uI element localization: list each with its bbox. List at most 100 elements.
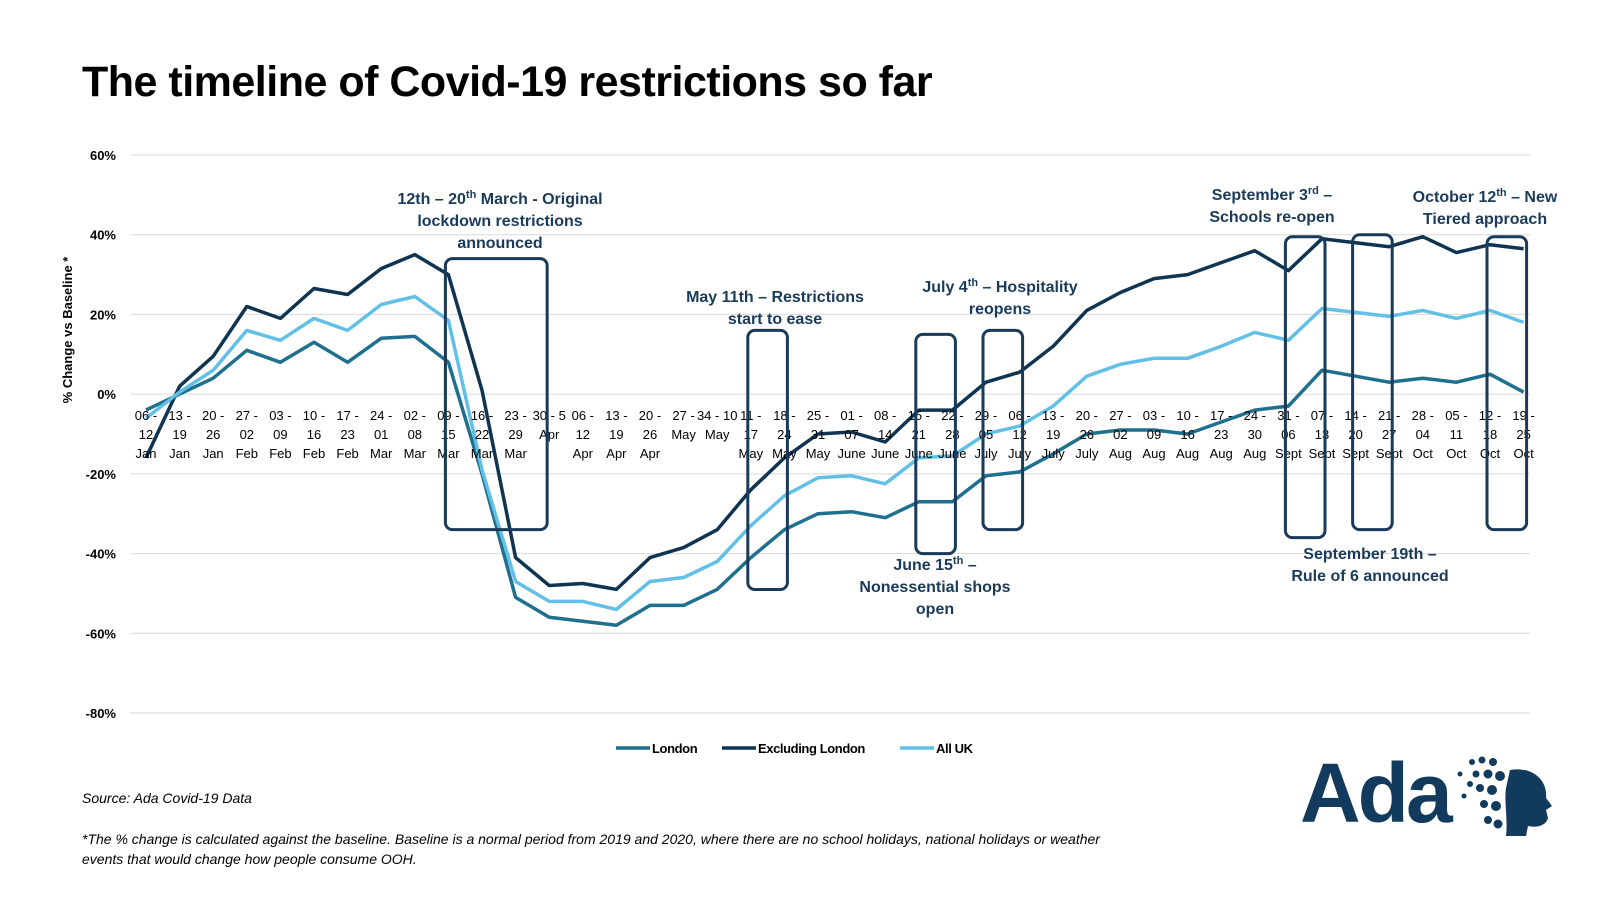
x-tick-label: Mar (504, 446, 527, 461)
x-tick-label: 17 - (336, 408, 358, 423)
x-tick-label: 26 (1080, 427, 1094, 442)
x-tick-label: 05 (979, 427, 993, 442)
annotation-label-lockdown: lockdown restrictions (417, 213, 582, 230)
annotation-box-schools (1283, 235, 1327, 540)
x-tick-label: 01 - (840, 408, 862, 423)
annotation-label-tiered: October 12th – New (1413, 187, 1558, 206)
x-tick-label: 12 (576, 427, 590, 442)
ada-logo: Ada (1300, 748, 1560, 838)
x-tick-label: Mar (471, 446, 494, 461)
x-tick-label: Aug (1210, 446, 1233, 461)
x-tick-label: 26 (206, 427, 220, 442)
x-tick-label: July (1075, 446, 1099, 461)
x-tick-label: 27 (1382, 427, 1396, 442)
x-tick-label: May (671, 427, 696, 442)
y-tick-label: 0% (97, 387, 116, 402)
annotation-label-ease: start to ease (728, 311, 822, 328)
x-tick-label: Apr (606, 446, 627, 461)
series-line-london (145, 334, 1525, 628)
x-tick-label: June (905, 446, 933, 461)
legend: London Excluding London All UK (616, 741, 974, 756)
x-tick-label: 23 (1214, 427, 1228, 442)
x-tick-label: Sept (1342, 446, 1369, 461)
y-tick-label: -40% (86, 547, 117, 562)
x-tick-label: 09 (273, 427, 287, 442)
x-tick-label: Sept (1275, 446, 1302, 461)
x-tick-label: 11 - (740, 408, 761, 423)
x-tick-label: Jan (169, 446, 190, 461)
x-tick-label: June (871, 446, 899, 461)
x-tick-label: 30 (1248, 427, 1262, 442)
x-tick-label: 13 - (605, 408, 627, 423)
x-tick-label: Oct (1513, 446, 1534, 461)
x-tick-label: 17 (744, 427, 758, 442)
y-tick-label: 60% (90, 148, 116, 163)
x-tick-label: 25 - (807, 408, 829, 423)
logo-wordmark: Ada (1300, 746, 1453, 840)
x-tick-label: 26 (643, 427, 657, 442)
x-tick-label: 25 (1516, 427, 1530, 442)
annotation-label-shops: Nonessential shops (859, 579, 1010, 596)
annotation-label-schools: Schools re-open (1209, 209, 1334, 226)
x-tick-label: Oct (1413, 446, 1434, 461)
x-tick-label: 10 - (303, 408, 325, 423)
x-tick-label: 24 - (370, 408, 392, 423)
x-tick-label: Aug (1243, 446, 1266, 461)
x-tick-label: 15 (441, 427, 455, 442)
x-tick-label: 23 - (504, 408, 526, 423)
x-tick-label: 15 - (908, 408, 930, 423)
annotation-label-rule6: September 19th – (1303, 546, 1436, 563)
y-tick-label: 20% (90, 307, 116, 322)
x-tick-label: Feb (303, 446, 325, 461)
annotations: 12th – 20th March - Original lockdown res… (397, 185, 1557, 618)
x-tick-label: 10 - (1176, 408, 1198, 423)
legend-label: All UK (936, 741, 974, 756)
x-tick-label: 13 (1315, 427, 1329, 442)
x-tick-label: 07 - (1311, 408, 1333, 423)
x-tick-label: 27 - (236, 408, 258, 423)
x-tick-label: 24 - (1244, 408, 1266, 423)
x-tick-label: 29 - (975, 408, 997, 423)
x-tick-label: 21 - (1378, 408, 1400, 423)
x-tick-label: May (806, 446, 831, 461)
x-tick-label: Mar (437, 446, 460, 461)
x-tick-label: 07 (844, 427, 858, 442)
x-tick-label: 19 (609, 427, 623, 442)
x-tick-label: 06 - (572, 408, 594, 423)
x-tick-label: 02 - (404, 408, 426, 423)
x-tick-label: 19 (172, 427, 186, 442)
x-tick-label: Oct (1480, 446, 1501, 461)
y-axis-label: % Change vs Baseline * (60, 256, 75, 404)
annotation-box-hospitality (981, 328, 1025, 532)
x-tick-label: 31 (811, 427, 825, 442)
annotation-label-hospitality: July 4th – Hospitality (922, 277, 1077, 296)
x-tick-label: 01 (374, 427, 388, 442)
x-tick-label: 14 - (1344, 408, 1366, 423)
y-tick-label: -60% (86, 626, 117, 641)
x-tick-label: 11 (1450, 427, 1464, 442)
x-tick-label: 20 - (639, 408, 661, 423)
annotation-label-schools: September 3rd – (1212, 185, 1332, 204)
x-tick-label: Apr (573, 446, 594, 461)
x-tick-label: 05 - (1445, 408, 1467, 423)
x-tick-label: Aug (1142, 446, 1165, 461)
x-tick-label: Mar (370, 446, 393, 461)
x-tick-label: Jan (136, 446, 157, 461)
x-tick-label: 28 (945, 427, 959, 442)
x-tick-label: 20 - (1076, 408, 1098, 423)
legend-label: Excluding London (758, 741, 865, 756)
x-tick-label: 03 - (1143, 408, 1165, 423)
x-tick-label: 29 (508, 427, 522, 442)
x-tick-label: 17 - (1210, 408, 1232, 423)
x-tick-label: 03 - (269, 408, 291, 423)
x-tick-label: 08 (408, 427, 422, 442)
x-tick-label: 27 - (672, 408, 694, 423)
grid-lines (130, 154, 1530, 714)
x-tick-label: 23 (340, 427, 354, 442)
annotation-box-rule6 (1351, 233, 1394, 532)
x-tick-label: Feb (236, 446, 258, 461)
annotation-label-shops: open (916, 601, 954, 618)
annotation-box-lockdown (443, 257, 549, 532)
y-tick-label: -80% (86, 706, 117, 721)
x-tick-label: 20 (1348, 427, 1362, 442)
